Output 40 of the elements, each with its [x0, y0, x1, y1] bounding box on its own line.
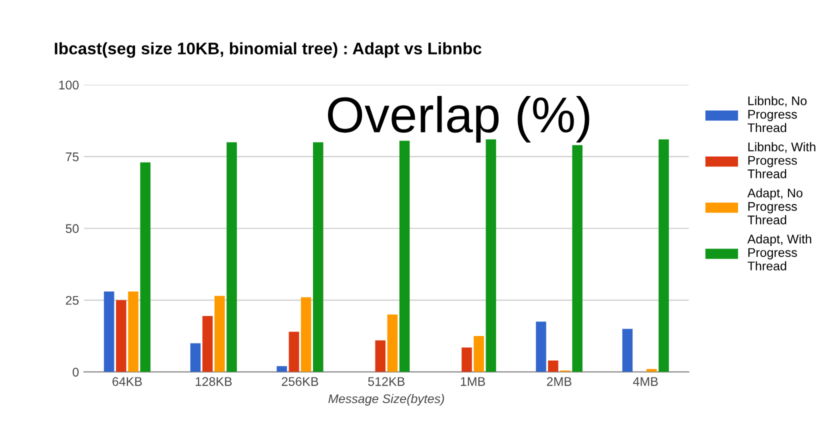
bar	[548, 360, 558, 372]
bar	[116, 300, 126, 372]
x-tick-label: 64KB	[112, 377, 142, 386]
y-tick-label: 0	[72, 368, 79, 377]
x-tick-label: 4MB	[633, 377, 658, 386]
y-tick-label: 75	[66, 152, 79, 162]
bar	[300, 297, 312, 372]
bar	[536, 322, 546, 372]
bar	[214, 296, 225, 372]
bar	[474, 336, 484, 372]
y-tick-label: 25	[66, 296, 79, 305]
chart-title: Ibcast(seg size 10KB, binomial tree) : Adapt vs Libnbc	[54, 42, 482, 58]
bar	[202, 316, 213, 372]
bar	[462, 348, 472, 372]
x-tick-label: 128KB	[196, 377, 232, 386]
bar	[140, 162, 150, 372]
bar	[128, 292, 138, 372]
y-tick-label: 50	[66, 224, 79, 234]
legend-label: Adapt, No Progress Thread	[747, 188, 802, 224]
legend-label: Libnbc, With Progress Thread	[748, 142, 816, 178]
bar	[190, 343, 201, 372]
x-tick-label: 512KB	[368, 377, 405, 386]
bar	[226, 142, 237, 372]
legend-label: Libnbc, No Progress Thread	[748, 96, 807, 132]
bar	[658, 139, 669, 372]
bar	[387, 314, 398, 372]
bar	[288, 332, 300, 372]
x-axis-title: Message Size(bytes)	[328, 394, 444, 406]
bar	[375, 340, 386, 372]
bar	[313, 142, 324, 372]
x-tick-label: 1MB	[460, 377, 485, 386]
bar	[572, 145, 582, 372]
y-tick-label: 100	[59, 80, 79, 90]
bar	[104, 292, 114, 372]
bar	[276, 366, 287, 372]
x-tick-label: 2MB	[546, 377, 572, 386]
x-tick-label: 256KB	[282, 377, 318, 386]
annotation: Overlap (%)	[328, 96, 590, 143]
bar	[622, 328, 633, 372]
legend-label: Adapt, With Progress Thread	[747, 234, 812, 270]
